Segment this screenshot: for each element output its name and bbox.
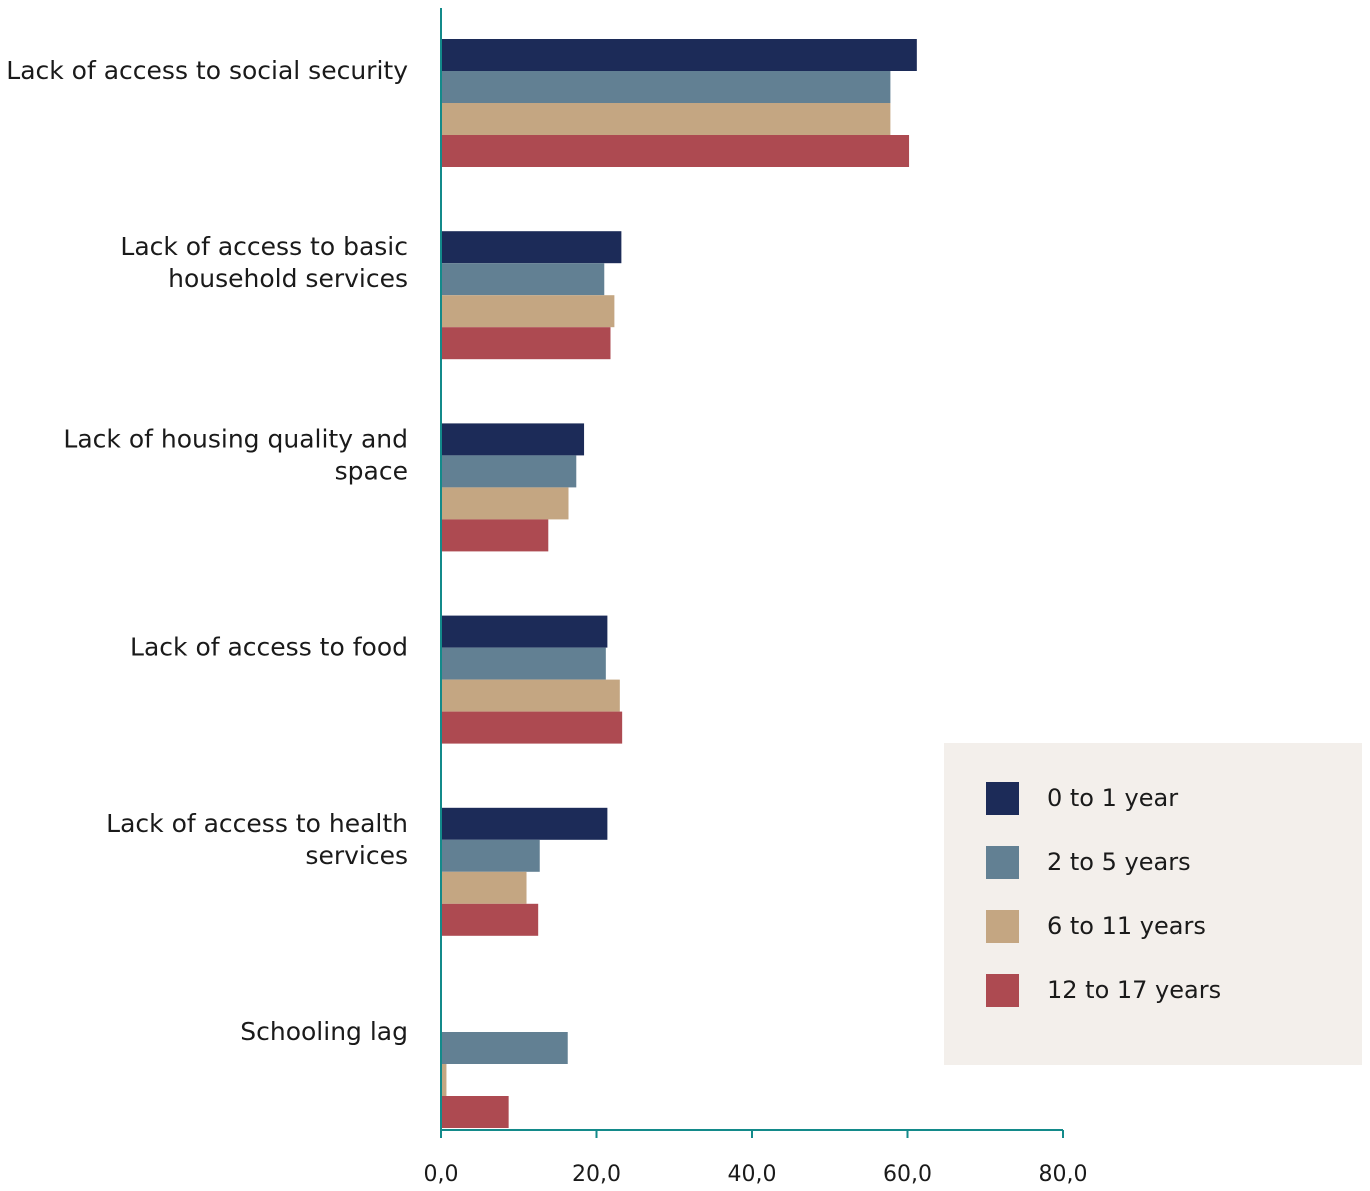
bar <box>441 1096 509 1128</box>
legend-item: 2 to 5 years <box>986 845 1191 879</box>
bar <box>441 647 606 680</box>
bar <box>441 103 891 135</box>
bar <box>441 519 549 552</box>
bar <box>441 615 608 648</box>
legend: 0 to 1 year 2 to 5 years 6 to 11 years 12 t… <box>944 743 1362 1065</box>
legend-swatch <box>986 781 1019 815</box>
category-label: Lack of access to social security <box>6 56 408 85</box>
bar <box>441 135 910 167</box>
legend-label: 0 to 1 year <box>1047 784 1179 812</box>
bar <box>441 455 577 488</box>
bar <box>441 327 611 360</box>
bar <box>441 487 569 520</box>
x-tick-label: 40,0 <box>728 1162 777 1187</box>
bar <box>441 1064 447 1096</box>
category-label: Lack of access to food <box>130 633 408 662</box>
bar <box>441 1032 568 1064</box>
category-label: Lack of access to health services <box>106 809 408 870</box>
x-tick-label: 60,0 <box>883 1162 932 1187</box>
category-label: Schooling lag <box>240 1017 408 1046</box>
bar <box>441 839 540 872</box>
bar <box>441 295 615 328</box>
x-tick-label: 20,0 <box>572 1162 621 1187</box>
category-labels: Lack of access to social security Lack of… <box>6 56 408 1046</box>
legend-label: 6 to 11 years <box>1047 912 1206 940</box>
bar <box>441 263 605 296</box>
bars-group <box>441 39 917 1128</box>
bar <box>441 871 527 904</box>
legend-item: 0 to 1 year <box>986 781 1178 815</box>
legend-item: 6 to 11 years <box>986 909 1206 943</box>
bar <box>441 711 623 744</box>
legend-label: 12 to 17 years <box>1047 976 1222 1004</box>
bar <box>441 679 620 712</box>
category-label: Lack of housing quality and space <box>63 424 408 485</box>
bar <box>441 903 539 936</box>
axes-group: 0,0 20,0 40,0 60,0 80,0 <box>424 8 1088 1187</box>
category-label: Lack of access to basic household service… <box>120 232 408 293</box>
legend-swatch <box>986 973 1019 1007</box>
x-tick-label: 0,0 <box>424 1162 459 1187</box>
legend-swatch <box>986 909 1019 943</box>
x-tick-label: 80,0 <box>1039 1162 1088 1187</box>
bar <box>441 423 585 456</box>
bar <box>441 807 608 840</box>
legend-label: 2 to 5 years <box>1047 848 1191 876</box>
legend-swatch <box>986 845 1019 879</box>
bar <box>441 39 917 71</box>
legend-item: 12 to 17 years <box>986 973 1221 1007</box>
bar <box>441 231 622 264</box>
bar <box>441 71 891 103</box>
